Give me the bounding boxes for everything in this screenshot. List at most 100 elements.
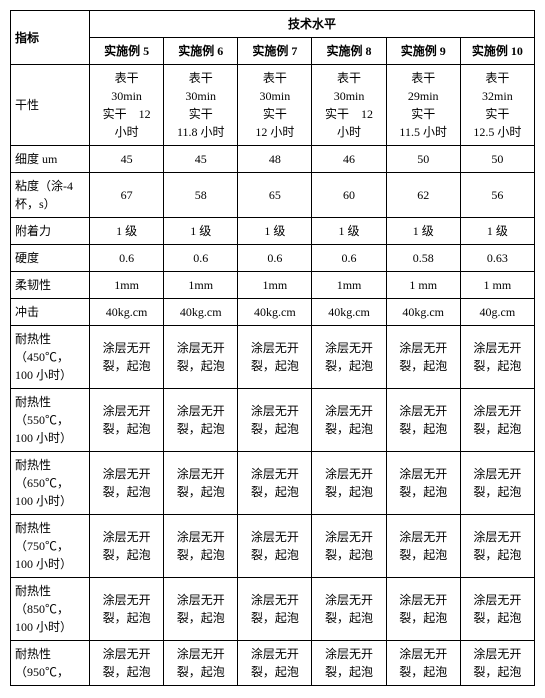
table-cell: 涂层无开 裂，起泡 bbox=[90, 515, 164, 578]
table-cell: 涂层无开 裂，起泡 bbox=[460, 389, 534, 452]
table-cell: 50 bbox=[460, 146, 534, 173]
table-cell: 60 bbox=[312, 173, 386, 218]
col-header: 实施例 5 bbox=[90, 38, 164, 65]
table-cell: 1mm bbox=[90, 272, 164, 299]
table-cell: 56 bbox=[460, 173, 534, 218]
table-cell: 1mm bbox=[312, 272, 386, 299]
table-cell: 0.6 bbox=[90, 245, 164, 272]
header-tech-level: 技术水平 bbox=[90, 11, 535, 38]
table-cell: 涂层无开 裂，起泡 bbox=[460, 578, 534, 641]
col-header: 实施例 10 bbox=[460, 38, 534, 65]
table-row: 耐热性 （650℃， 100 小时）涂层无开 裂，起泡涂层无开 裂，起泡涂层无开… bbox=[11, 452, 535, 515]
table-cell: 表干 32min 实干 12.5 小时 bbox=[460, 65, 534, 146]
table-cell: 表干 30min 实干 12 小时 bbox=[312, 65, 386, 146]
table-cell: 1 级 bbox=[238, 218, 312, 245]
row-label: 冲击 bbox=[11, 299, 90, 326]
table-cell: 0.6 bbox=[164, 245, 238, 272]
table-cell: 涂层无开 裂，起泡 bbox=[312, 326, 386, 389]
table-body: 干性表干 30min 实干 12 小时表干 30min 实干 11.8 小时表干… bbox=[11, 65, 535, 686]
table-cell: 40g.cm bbox=[460, 299, 534, 326]
table-cell: 40kg.cm bbox=[164, 299, 238, 326]
table-row: 冲击40kg.cm40kg.cm40kg.cm40kg.cm40kg.cm40g… bbox=[11, 299, 535, 326]
table-cell: 1 mm bbox=[460, 272, 534, 299]
table-cell: 涂层无开 裂，起泡 bbox=[164, 452, 238, 515]
table-cell: 涂层无开 裂，起泡 bbox=[460, 326, 534, 389]
header-indicator: 指标 bbox=[11, 11, 90, 65]
table-cell: 1 级 bbox=[90, 218, 164, 245]
table-cell: 40kg.cm bbox=[312, 299, 386, 326]
table-cell: 1 级 bbox=[312, 218, 386, 245]
table-row: 粘度（涂-4 杯，s）675865606256 bbox=[11, 173, 535, 218]
table-cell: 0.63 bbox=[460, 245, 534, 272]
table-cell: 涂层无开 裂，起泡 bbox=[312, 515, 386, 578]
table-cell: 涂层无开 裂，起泡 bbox=[238, 326, 312, 389]
header-row-1: 指标 技术水平 bbox=[11, 11, 535, 38]
table-cell: 40kg.cm bbox=[238, 299, 312, 326]
row-label: 耐热性 （950℃， bbox=[11, 641, 90, 686]
table-cell: 涂层无开 裂，起泡 bbox=[386, 641, 460, 686]
table-cell: 涂层无开 裂，起泡 bbox=[238, 641, 312, 686]
row-label: 粘度（涂-4 杯，s） bbox=[11, 173, 90, 218]
table-cell: 1 级 bbox=[460, 218, 534, 245]
row-label: 耐热性 （850℃， 100 小时） bbox=[11, 578, 90, 641]
table-cell: 涂层无开 裂，起泡 bbox=[386, 452, 460, 515]
header-row-2: 实施例 5 实施例 6 实施例 7 实施例 8 实施例 9 实施例 10 bbox=[11, 38, 535, 65]
table-cell: 0.6 bbox=[238, 245, 312, 272]
table-cell: 65 bbox=[238, 173, 312, 218]
row-label: 干性 bbox=[11, 65, 90, 146]
table-row: 耐热性 （850℃， 100 小时）涂层无开 裂，起泡涂层无开 裂，起泡涂层无开… bbox=[11, 578, 535, 641]
row-label: 耐热性 （750℃， 100 小时） bbox=[11, 515, 90, 578]
table-cell: 涂层无开 裂，起泡 bbox=[460, 515, 534, 578]
table-row: 耐热性 （950℃，涂层无开 裂，起泡涂层无开 裂，起泡涂层无开 裂，起泡涂层无… bbox=[11, 641, 535, 686]
table-cell: 涂层无开 裂，起泡 bbox=[386, 515, 460, 578]
table-cell: 1 mm bbox=[386, 272, 460, 299]
table-cell: 涂层无开 裂，起泡 bbox=[312, 389, 386, 452]
table-cell: 涂层无开 裂，起泡 bbox=[90, 389, 164, 452]
table-cell: 48 bbox=[238, 146, 312, 173]
table-cell: 涂层无开 裂，起泡 bbox=[238, 578, 312, 641]
table-cell: 涂层无开 裂，起泡 bbox=[164, 515, 238, 578]
row-label: 硬度 bbox=[11, 245, 90, 272]
col-header: 实施例 8 bbox=[312, 38, 386, 65]
table-row: 耐热性 （750℃， 100 小时）涂层无开 裂，起泡涂层无开 裂，起泡涂层无开… bbox=[11, 515, 535, 578]
col-header: 实施例 7 bbox=[238, 38, 312, 65]
table-cell: 表干 30min 实干 12 小时 bbox=[90, 65, 164, 146]
table-cell: 涂层无开 裂，起泡 bbox=[238, 389, 312, 452]
col-header: 实施例 6 bbox=[164, 38, 238, 65]
table-cell: 涂层无开 裂，起泡 bbox=[164, 326, 238, 389]
table-cell: 涂层无开 裂，起泡 bbox=[238, 452, 312, 515]
table-cell: 涂层无开 裂，起泡 bbox=[386, 326, 460, 389]
table-cell: 45 bbox=[164, 146, 238, 173]
table-cell: 涂层无开 裂，起泡 bbox=[90, 452, 164, 515]
table-cell: 涂层无开 裂，起泡 bbox=[460, 641, 534, 686]
table-row: 硬度0.60.60.60.60.580.63 bbox=[11, 245, 535, 272]
table-cell: 涂层无开 裂，起泡 bbox=[312, 452, 386, 515]
table-row: 细度 um454548465050 bbox=[11, 146, 535, 173]
table-cell: 涂层无开 裂，起泡 bbox=[386, 578, 460, 641]
row-label: 细度 um bbox=[11, 146, 90, 173]
table-cell: 46 bbox=[312, 146, 386, 173]
table-cell: 表干 30min 实干 11.8 小时 bbox=[164, 65, 238, 146]
table-cell: 40kg.cm bbox=[90, 299, 164, 326]
row-label: 耐热性 （550℃， 100 小时） bbox=[11, 389, 90, 452]
table-cell: 1mm bbox=[164, 272, 238, 299]
table-cell: 涂层无开 裂，起泡 bbox=[90, 578, 164, 641]
row-label: 柔韧性 bbox=[11, 272, 90, 299]
row-label: 附着力 bbox=[11, 218, 90, 245]
table-cell: 0.6 bbox=[312, 245, 386, 272]
table-cell: 涂层无开 裂，起泡 bbox=[312, 578, 386, 641]
table-row: 附着力1 级1 级1 级1 级1 级1 级 bbox=[11, 218, 535, 245]
table-cell: 58 bbox=[164, 173, 238, 218]
table-cell: 40kg.cm bbox=[386, 299, 460, 326]
table-cell: 67 bbox=[90, 173, 164, 218]
table-row: 耐热性 （450℃， 100 小时）涂层无开 裂，起泡涂层无开 裂，起泡涂层无开… bbox=[11, 326, 535, 389]
table-cell: 涂层无开 裂，起泡 bbox=[312, 641, 386, 686]
table-cell: 表干 30min 实干 12 小时 bbox=[238, 65, 312, 146]
table-cell: 45 bbox=[90, 146, 164, 173]
table-row: 干性表干 30min 实干 12 小时表干 30min 实干 11.8 小时表干… bbox=[11, 65, 535, 146]
row-label: 耐热性 （650℃， 100 小时） bbox=[11, 452, 90, 515]
table-cell: 涂层无开 裂，起泡 bbox=[90, 326, 164, 389]
data-table: 指标 技术水平 实施例 5 实施例 6 实施例 7 实施例 8 实施例 9 实施… bbox=[10, 10, 535, 686]
table-cell: 涂层无开 裂，起泡 bbox=[460, 452, 534, 515]
table-cell: 1 级 bbox=[386, 218, 460, 245]
